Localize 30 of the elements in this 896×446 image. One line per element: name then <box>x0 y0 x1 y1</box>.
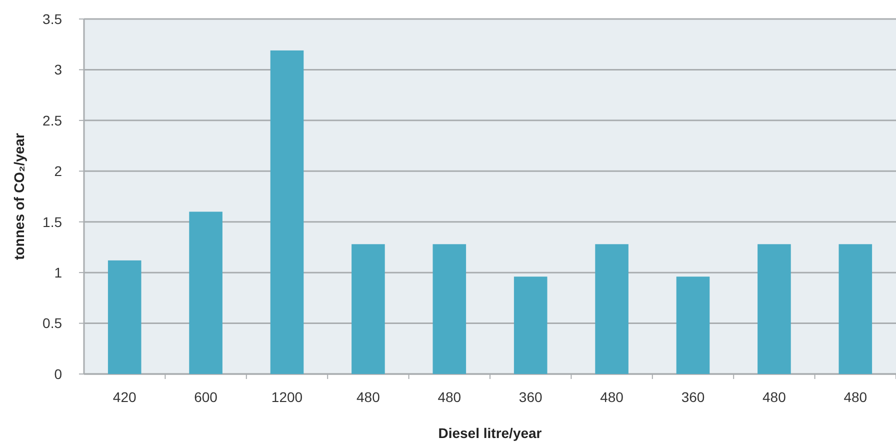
y-tick-label: 0.5 <box>42 315 62 332</box>
x-tick-label: 360 <box>518 389 542 405</box>
y-tick-label: 3 <box>54 62 62 78</box>
y-axis-title: tonnes of CO₂/year <box>11 132 27 260</box>
bar <box>189 212 222 374</box>
x-tick-label: 480 <box>356 389 380 405</box>
x-tick-label: 1200 <box>271 389 303 405</box>
bar <box>514 276 548 374</box>
x-tick-label: 480 <box>762 389 786 405</box>
bar <box>595 244 628 374</box>
y-tick-label: 1.5 <box>42 214 62 230</box>
bar <box>270 50 304 374</box>
x-tick-label: 600 <box>194 389 218 405</box>
x-tick-label: 480 <box>438 389 462 405</box>
x-tick-label: 480 <box>600 389 624 405</box>
y-tick-label: 1 <box>54 264 62 280</box>
y-tick-label: 2 <box>54 163 62 180</box>
y-tick-label: 2.5 <box>42 112 62 128</box>
bar <box>676 276 710 374</box>
x-tick-label: 360 <box>681 389 705 405</box>
bar <box>108 260 142 374</box>
bar <box>432 244 466 374</box>
x-tick-label: 480 <box>844 389 868 405</box>
y-tick-label: 0 <box>54 366 62 382</box>
x-tick-label: 420 <box>112 389 136 405</box>
bar <box>758 244 791 374</box>
bar <box>352 244 385 374</box>
bar <box>838 244 872 374</box>
x-axis-title: Diesel litre/year <box>438 425 542 441</box>
y-tick-label: 3.5 <box>42 10 62 27</box>
